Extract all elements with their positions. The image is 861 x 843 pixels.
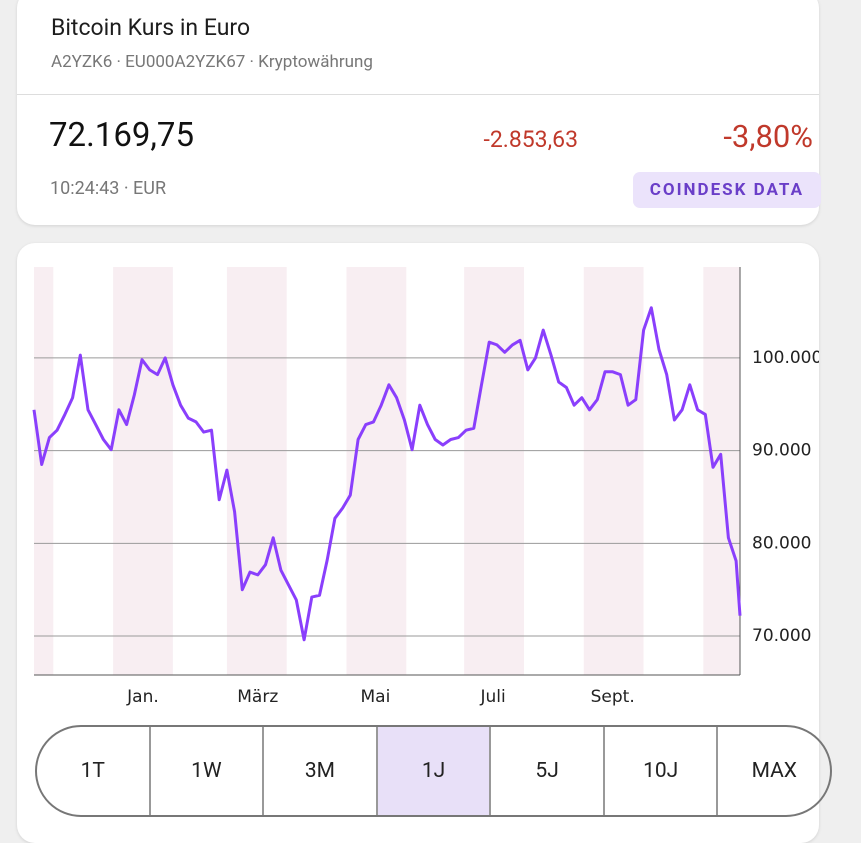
- x-tick-label: Mai: [361, 687, 391, 707]
- range-button[interactable]: MAX: [716, 727, 830, 815]
- x-tick-label: März: [237, 687, 278, 707]
- title: Bitcoin Kurs in Euro: [51, 14, 251, 41]
- y-tick-label: 80.000: [752, 533, 811, 553]
- chart-card: 70.000 80.000 90.000 100.000 Jan. März Mai Juli…: [17, 243, 832, 843]
- month-band: [464, 267, 524, 675]
- y-tick-label: 70.000: [752, 626, 811, 646]
- subtitle: A2YZK6 · EU000A2YZK67 · Kryptowährung: [51, 52, 373, 72]
- range-button[interactable]: 3M: [262, 727, 376, 815]
- chart: 70.000 80.000 90.000 100.000 Jan. März Mai Juli…: [32, 267, 819, 707]
- change: -2.853,63: [483, 126, 578, 153]
- range-selector: 1T 1W 3M 1J 5J 10J MAX: [35, 725, 832, 817]
- y-tick-label: 100.000: [752, 348, 819, 368]
- source-badge[interactable]: COINDESK DATA: [632, 172, 821, 208]
- divider: [17, 94, 819, 95]
- quote-card: Bitcoin Kurs in Euro A2YZK6 · EU000A2YZK…: [17, 0, 821, 225]
- y-tick-label: 90.000: [752, 441, 811, 461]
- range-button[interactable]: 1J: [375, 727, 490, 815]
- month-band: [583, 267, 644, 675]
- x-tick-label: Juli: [479, 687, 505, 707]
- month-band: [113, 267, 173, 675]
- x-tick-label: Sept.: [591, 687, 635, 707]
- price: 72.169,75: [49, 116, 195, 155]
- range-button[interactable]: 1T: [80, 759, 105, 783]
- x-tick-label: Jan.: [126, 687, 159, 707]
- month-band: [34, 267, 54, 675]
- range-button[interactable]: 5J: [489, 727, 603, 815]
- time: 10:24:43 · EUR: [50, 178, 167, 199]
- range-button[interactable]: 10J: [602, 727, 717, 815]
- change-percent: -3,80%: [723, 118, 813, 155]
- month-band: [346, 267, 407, 675]
- range-button[interactable]: 1W: [148, 727, 263, 815]
- price-line: [32, 306, 742, 642]
- month-band: [226, 267, 287, 675]
